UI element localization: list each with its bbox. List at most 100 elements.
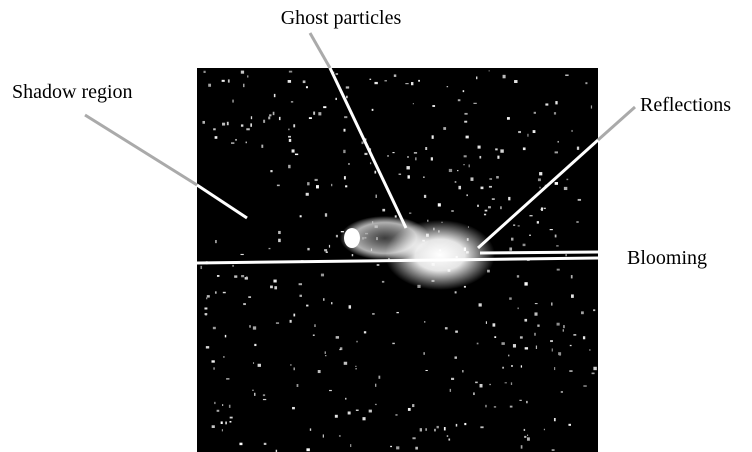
leader-blooming xyxy=(480,252,598,253)
noise-dot xyxy=(511,382,512,385)
noise-dot xyxy=(534,333,535,336)
noise-dot xyxy=(349,305,351,308)
noise-dot xyxy=(514,80,517,83)
noise-dot xyxy=(550,229,553,230)
noise-dot xyxy=(583,385,586,386)
noise-dot xyxy=(291,101,293,102)
noise-dot xyxy=(537,221,539,223)
noise-dot xyxy=(235,139,236,141)
noise-dot xyxy=(297,384,299,387)
noise-dot xyxy=(520,336,523,338)
noise-dot xyxy=(336,235,338,237)
noise-dot xyxy=(521,445,523,448)
noise-dot xyxy=(331,184,332,186)
noise-dot xyxy=(309,117,312,119)
noise-dot xyxy=(477,343,479,345)
noise-dot xyxy=(274,286,277,289)
noise-dot xyxy=(524,282,527,285)
noise-dot xyxy=(501,342,504,345)
noise-dot xyxy=(355,366,356,367)
noise-dot xyxy=(408,408,411,411)
noise-dot xyxy=(415,157,416,160)
noise-dot xyxy=(329,390,332,391)
noise-dot xyxy=(375,384,376,387)
noise-dot xyxy=(534,112,536,114)
noise-dot xyxy=(510,406,513,408)
noise-dot xyxy=(206,297,207,299)
noise-dot xyxy=(394,74,396,76)
noise-dot xyxy=(374,82,377,84)
label-reflections: Reflections xyxy=(640,94,731,116)
noise-dot xyxy=(494,406,496,407)
noise-dot xyxy=(276,322,279,324)
noise-dot xyxy=(521,365,522,367)
label-shadow-region: Shadow region xyxy=(12,81,133,103)
noise-dot xyxy=(484,214,486,216)
noise-dot xyxy=(561,391,563,393)
noise-dot xyxy=(539,172,542,175)
noise-dot xyxy=(382,281,384,283)
noise-dot xyxy=(552,348,553,351)
noise-dot xyxy=(396,312,398,313)
noise-dot xyxy=(564,187,567,190)
noise-dot xyxy=(412,404,414,407)
noise-dot xyxy=(432,105,435,107)
noise-dot xyxy=(455,291,457,293)
noise-dot xyxy=(202,121,205,124)
noise-dot xyxy=(497,156,499,159)
noise-dot xyxy=(464,113,467,115)
noise-dot xyxy=(232,100,233,103)
noise-dot xyxy=(426,428,427,431)
noise-dot xyxy=(392,152,394,153)
noise-dot xyxy=(437,426,439,428)
noise-dot xyxy=(382,209,385,212)
noise-dot xyxy=(300,215,302,217)
noise-dot xyxy=(425,370,427,371)
noise-dot xyxy=(384,80,387,81)
noise-dot xyxy=(480,384,483,387)
noise-dot xyxy=(375,404,377,405)
noise-dot xyxy=(556,245,558,246)
noise-dot xyxy=(243,84,245,87)
noise-dot xyxy=(269,114,271,116)
noise-dot xyxy=(331,302,332,304)
noise-dot xyxy=(555,182,558,185)
noise-dot xyxy=(502,367,504,369)
noise-dot xyxy=(473,103,476,104)
noise-dot xyxy=(239,443,242,445)
noise-dot xyxy=(221,421,223,424)
noise-dot xyxy=(533,130,536,133)
noise-dot xyxy=(306,193,309,196)
leader-shadow-outer xyxy=(85,115,197,185)
noise-dot xyxy=(222,404,223,406)
noise-dot xyxy=(570,345,572,346)
figure: Ghost particles Shadow region Reflection… xyxy=(0,0,752,452)
noise-dot xyxy=(411,82,413,85)
noise-dot xyxy=(303,80,306,83)
noise-dot xyxy=(558,141,559,143)
noise-dot xyxy=(273,112,275,115)
noise-dot xyxy=(409,213,411,214)
noise-dot xyxy=(295,154,298,155)
noise-dot xyxy=(315,179,318,181)
noise-dot xyxy=(449,169,452,172)
noise-dot xyxy=(314,324,315,327)
noise-dot xyxy=(277,185,280,187)
noise-dot xyxy=(490,384,491,385)
noise-dot xyxy=(451,378,454,380)
noise-dot xyxy=(350,444,351,447)
noise-dot xyxy=(518,308,519,310)
noise-dot xyxy=(535,303,538,304)
noise-dot xyxy=(211,360,214,362)
noise-dot xyxy=(537,325,539,327)
noise-dot xyxy=(288,136,291,138)
noise-dot xyxy=(469,164,470,167)
noise-dot xyxy=(438,203,441,206)
noise-dot xyxy=(463,90,465,92)
noise-dot xyxy=(536,346,537,349)
noise-dot xyxy=(554,418,556,421)
noise-dot xyxy=(270,170,272,172)
noise-dot xyxy=(454,356,456,358)
noise-dot xyxy=(269,248,271,249)
noise-dot xyxy=(222,123,225,126)
